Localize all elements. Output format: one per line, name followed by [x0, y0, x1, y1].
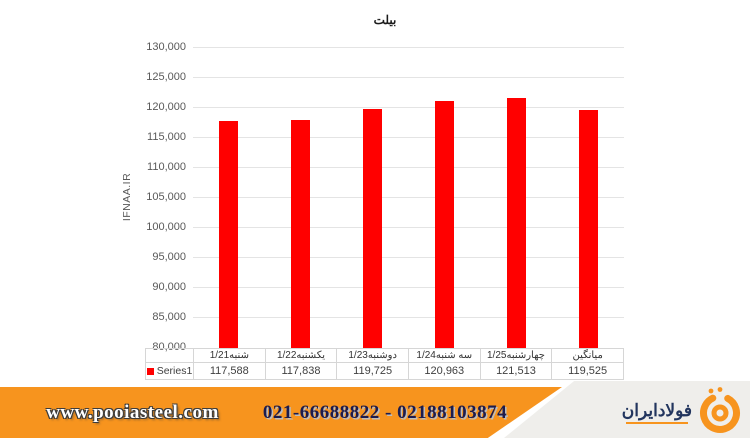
table-value-cell: 117,588: [193, 362, 266, 380]
y-tick-label: 115,000: [147, 131, 186, 143]
footer-phone-numbers: 021-66688822 - 02188103874: [262, 402, 508, 423]
table-value-cell: 119,525: [551, 362, 624, 380]
gridline: [193, 167, 624, 168]
table-header-cell: دوشنبه1/23: [336, 348, 409, 363]
y-tick-label: 95,000: [152, 251, 186, 263]
chart-title: بیلت: [373, 13, 397, 27]
y-tick-label: 105,000: [146, 191, 186, 203]
legend-cell: Series1: [145, 362, 194, 380]
logo-text: فولادایران: [621, 400, 692, 420]
table-value-cell: 117,838: [264, 362, 338, 380]
table-header-cell: چهارشنبه1/25: [479, 348, 553, 363]
bar: [506, 98, 526, 348]
gridline: [193, 47, 624, 48]
table-header-cell: میانگین: [551, 348, 624, 363]
legend-series-label: Series1: [156, 365, 193, 377]
table-header-cell: یکشنبه1/22: [264, 348, 338, 363]
foolad-iran-logo-icon: [696, 386, 744, 439]
table-value-cell: 120,963: [407, 362, 481, 380]
table-corner-cell: [145, 348, 194, 363]
table-header-cell: سه شنبه1/24: [407, 348, 481, 363]
gridline: [193, 317, 624, 318]
y-tick-label: 90,000: [152, 281, 186, 293]
y-tick-label: 130,000: [146, 41, 186, 53]
y-axis-title: IFNAA.IR: [121, 172, 133, 222]
footer-website-text: www.pooiasteel.com: [46, 402, 219, 423]
gridline: [193, 77, 624, 78]
gridline: [193, 287, 624, 288]
bar: [219, 121, 239, 348]
y-tick-label: 110,000: [147, 161, 186, 173]
bar: [363, 109, 383, 348]
foolad-iran-logo: فولادایران: [621, 386, 744, 439]
y-tick-label: 100,000: [146, 221, 186, 233]
y-axis-ticks: 130,000 125,000 120,000 115,000 110,000 105,0…: [138, 0, 186, 380]
bar: [434, 101, 454, 348]
y-tick-label: 125,000: [146, 71, 186, 83]
y-tick-label: 120,000: [146, 101, 186, 113]
data-table: شنبه1/21 یکشنبه1/22 دوشنبه1/23 سه شنبه1/24 چ…: [145, 348, 624, 380]
gridline: [193, 107, 624, 108]
gridline: [193, 197, 624, 198]
logo-tagline-line: [625, 421, 688, 424]
table-value-cell: 121,513: [479, 362, 553, 380]
bar: [578, 110, 598, 348]
legend-key-swatch: [146, 367, 154, 375]
y-tick-label: 85,000: [152, 311, 186, 323]
gridline: [193, 227, 624, 228]
plot-area: [193, 47, 624, 348]
footer-orange-band: [0, 387, 562, 438]
table-header-cell: شنبه1/21: [193, 348, 266, 363]
table-value-cell: 119,725: [336, 362, 409, 380]
gridline: [193, 137, 624, 138]
bar: [291, 120, 311, 348]
gridline: [193, 257, 624, 258]
